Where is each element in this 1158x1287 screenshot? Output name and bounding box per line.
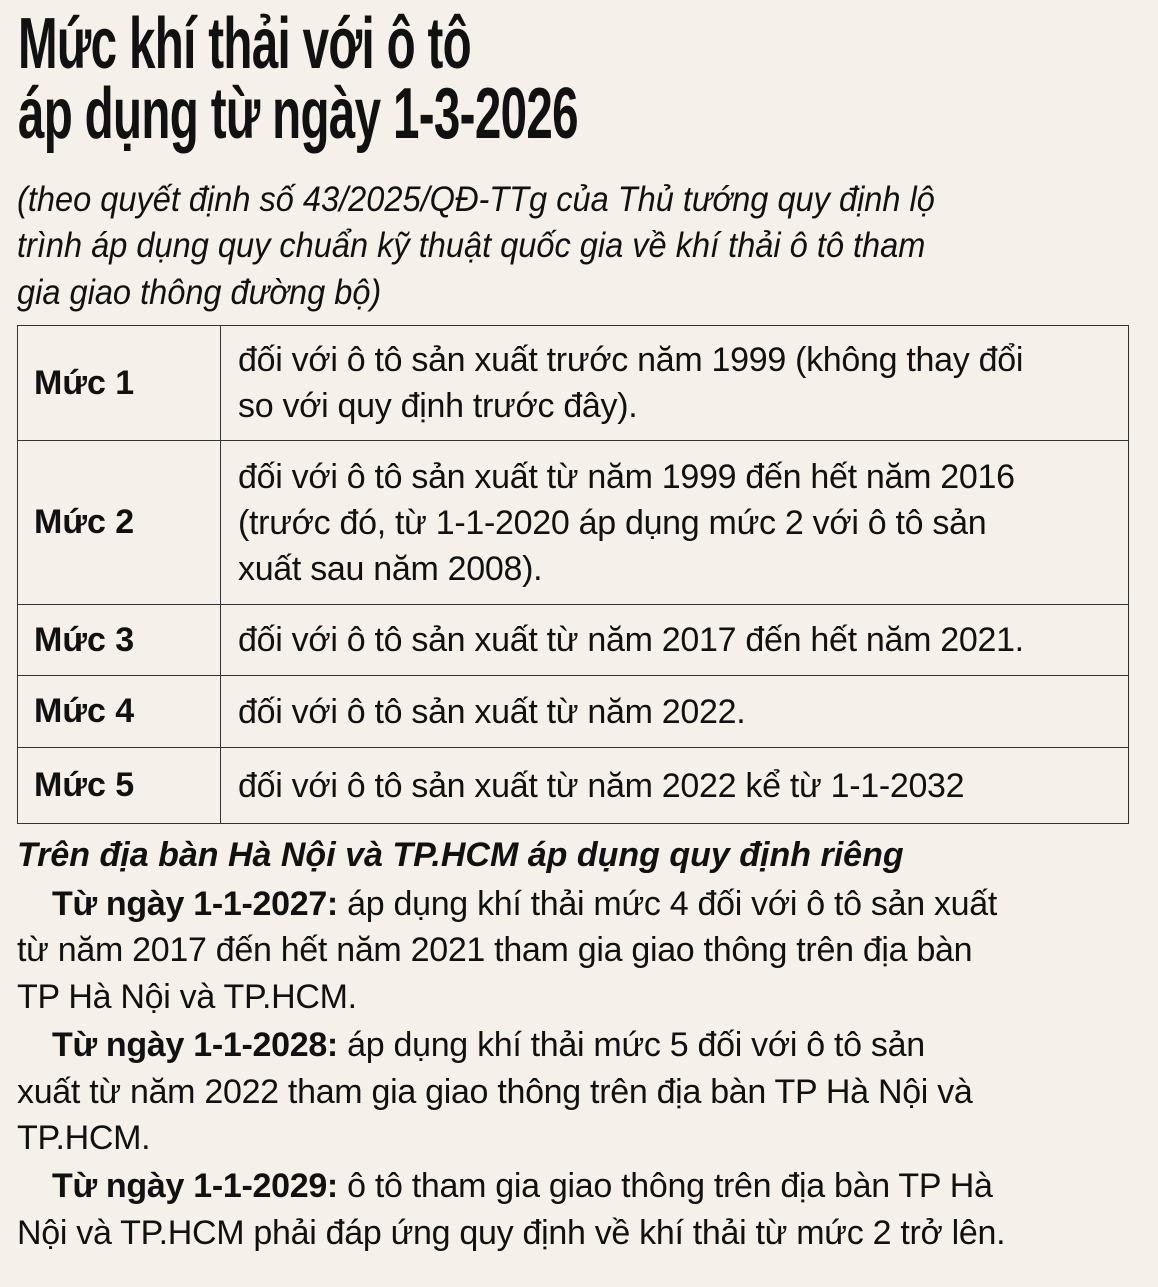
- note-date: Từ ngày 1-1-2029:: [52, 1167, 338, 1205]
- table-row: Mức 2 đối với ô tô sản xuất từ năm 1999 …: [17, 440, 1129, 605]
- level-description: đối với ô tô sản xuất từ năm 2017 đến hế…: [220, 604, 1129, 676]
- table-row: Mức 1 đối với ô tô sản xuất trước năm 19…: [17, 325, 1129, 441]
- notes-heading: Trên địa bàn Hà Nội và TP.HCM áp dụng qu…: [17, 836, 904, 874]
- note-item: Từ ngày 1-1-2028: áp dụng khí thải mức 5…: [52, 1025, 925, 1065]
- note-date: Từ ngày 1-1-2028:: [52, 1026, 338, 1064]
- subtitle-line: gia giao thông đường bộ): [17, 273, 382, 312]
- description-line: đối với ô tô sản xuất từ năm 1999 đến hế…: [238, 457, 1015, 496]
- description-line: xuất sau năm 2008).: [238, 549, 543, 588]
- table-row: Mức 4 đối với ô tô sản xuất từ năm 2022.: [17, 675, 1129, 748]
- page-title-line-2: áp dụng từ ngày 1-3-2026: [18, 74, 579, 154]
- note-item: Từ ngày 1-1-2029: ô tô tham gia giao thô…: [52, 1166, 993, 1206]
- level-label: Mức 5: [17, 747, 221, 824]
- note-line: TP Hà Nội và TP.HCM.: [17, 978, 357, 1016]
- level-label: Mức 1: [17, 325, 221, 441]
- description-line: đối với ô tô sản xuất từ năm 2022 kể từ …: [238, 766, 965, 805]
- note-line: xuất từ năm 2022 tham gia giao thông trê…: [17, 1073, 973, 1111]
- level-label: Mức 3: [17, 604, 221, 676]
- note-text: áp dụng khí thải mức 5 đối với ô tô sản: [337, 1026, 925, 1064]
- level-description: đối với ô tô sản xuất trước năm 1999 (kh…: [220, 325, 1129, 441]
- description-line: đối với ô tô sản xuất từ năm 2017 đến hế…: [238, 621, 1024, 659]
- level-description: đối với ô tô sản xuất từ năm 2022 kể từ …: [220, 747, 1129, 824]
- level-label: Mức 4: [17, 675, 221, 748]
- subtitle-line: (theo quyết định số 43/2025/QĐ-TTg của T…: [17, 180, 935, 219]
- note-line: Nội và TP.HCM phải đáp ứng quy định về k…: [17, 1214, 1006, 1252]
- description-line: so với quy định trước đây).: [238, 387, 638, 425]
- table-row: Mức 5 đối với ô tô sản xuất từ năm 2022 …: [17, 747, 1129, 824]
- page-title-line-1: Mức khí thải với ô tô: [18, 4, 472, 84]
- note-line: TP.HCM.: [17, 1119, 151, 1157]
- level-description: đối với ô tô sản xuất từ năm 1999 đến hế…: [220, 440, 1129, 605]
- note-text: ô tô tham gia giao thông trên địa bàn TP…: [337, 1167, 993, 1205]
- description-line: (trước đó, từ 1-1-2020 áp dụng mức 2 với…: [238, 503, 987, 542]
- level-label: Mức 2: [17, 440, 221, 605]
- note-line: từ năm 2017 đến hết năm 2021 tham gia gi…: [17, 931, 973, 969]
- table-row: Mức 3 đối với ô tô sản xuất từ năm 2017 …: [17, 604, 1129, 676]
- note-item: Từ ngày 1-1-2027: áp dụng khí thải mức 4…: [52, 884, 997, 924]
- description-line: đối với ô tô sản xuất từ năm 2022.: [238, 692, 746, 731]
- note-date: Từ ngày 1-1-2027:: [52, 885, 338, 923]
- emission-levels-table: Mức 1 đối với ô tô sản xuất trước năm 19…: [17, 325, 1129, 824]
- level-description: đối với ô tô sản xuất từ năm 2022.: [220, 675, 1129, 748]
- subtitle-line: trình áp dụng quy chuẩn kỹ thuật quốc gi…: [17, 226, 926, 265]
- note-text: áp dụng khí thải mức 4 đối với ô tô sản …: [337, 885, 998, 923]
- description-line: đối với ô tô sản xuất trước năm 1999 (kh…: [238, 341, 1024, 379]
